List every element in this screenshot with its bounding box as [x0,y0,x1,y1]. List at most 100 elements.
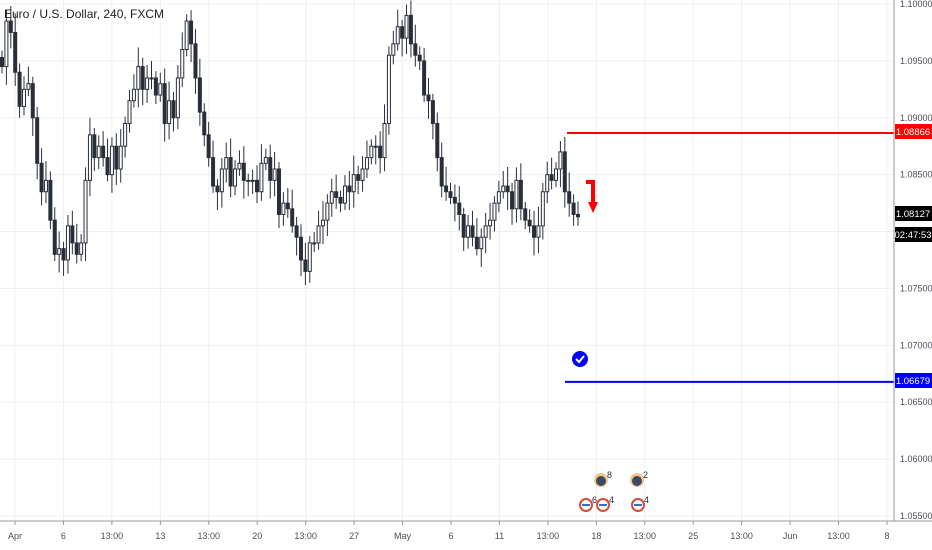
x-tick-label: 27 [349,531,359,541]
candle [320,201,325,245]
candle [158,72,163,102]
candle [263,148,268,171]
price-axis: 1.100001.095001.090001.085001.080001.075… [893,0,932,521]
time-axis: Apr 6 13:00 13 13:00 20 13:00 27 May 6 11 13:00 18 13… [0,520,932,550]
candle [334,174,339,209]
candle [514,167,519,223]
candle [255,165,260,204]
x-tick-label: May [394,531,412,541]
candle [536,206,541,254]
x-tick-label: 11 [495,531,504,541]
y-tick-label: 1.09000 [900,113,932,123]
candle [13,13,18,86]
candle [237,150,242,176]
candle [510,182,515,225]
candle [202,103,207,147]
x-tick-label: 25 [688,531,698,541]
candle [325,194,330,237]
candle [466,214,471,249]
candle [435,112,440,172]
candle [79,234,84,262]
x-tick-label: 6 [448,531,453,541]
candle [413,24,418,67]
event-4-icon[interactable]: 4 [596,495,614,512]
candle [127,89,132,133]
candle [461,207,466,251]
check-badge-icon [572,351,588,367]
candle [347,171,352,210]
candle [382,104,387,172]
chart-title: Euro / U.S. Dollar, 240, FXCM [4,7,165,21]
candle [105,138,110,182]
svg-text:1.08127: 1.08127 [896,209,930,220]
x-tick-label: 20 [252,531,262,541]
candle [272,151,277,197]
event-3-icon[interactable]: 6 [579,495,597,512]
candle [439,142,444,198]
candle [114,133,119,185]
candle [518,163,523,221]
event-count: 4 [644,495,649,505]
economic-events[interactable]: 8 2 6 4 4 [579,470,649,512]
candle [197,58,202,126]
x-tick-label: 13:00 [827,531,850,541]
sell-arrow-icon [586,180,598,213]
candle [259,144,264,201]
x-tick-label: 13:00 [101,531,124,541]
candle [417,46,422,70]
candle [501,171,506,199]
candle [527,209,532,233]
candle [474,218,479,256]
event-5-icon[interactable]: 4 [631,495,649,512]
candle [180,32,185,88]
candle [576,201,580,226]
candle [312,232,317,253]
candle [554,162,559,188]
candle [48,171,53,230]
candle [294,216,299,256]
candle [444,166,449,201]
candle [4,10,9,85]
candle [83,167,88,262]
x-tick-label: 13:00 [198,531,221,541]
event-2-icon[interactable]: 2 [630,470,648,487]
candle [430,93,435,140]
x-tick-label: 13:00 [537,531,560,541]
candle [356,165,361,195]
candle [571,194,576,226]
candle [118,129,123,183]
candle [228,138,233,198]
candle [211,140,216,193]
candle [87,117,92,197]
candle [153,71,158,105]
y-tick-label: 1.07000 [900,340,932,350]
candle [167,81,172,140]
candle [123,116,128,158]
y-tick-label: 1.08500 [900,170,932,180]
candle [145,64,150,103]
x-tick-label: Apr [8,531,22,541]
candle [189,10,194,63]
candle [360,156,365,192]
candle [408,0,413,58]
candle [175,64,180,130]
candle [43,161,48,204]
candle [404,4,409,55]
candle [457,186,462,231]
candle [57,231,62,273]
candle [101,131,106,167]
candle [184,14,189,57]
candle [373,135,378,165]
candle [74,223,79,264]
candle [391,30,396,65]
candle [290,189,295,233]
candle [0,50,4,74]
candle [422,47,427,102]
x-tick-label: Jun [783,531,798,541]
candlestick-series [0,0,580,286]
candle [162,68,167,142]
candle [52,207,57,262]
candle [96,135,101,169]
event-1-icon[interactable]: 8 [594,470,612,487]
